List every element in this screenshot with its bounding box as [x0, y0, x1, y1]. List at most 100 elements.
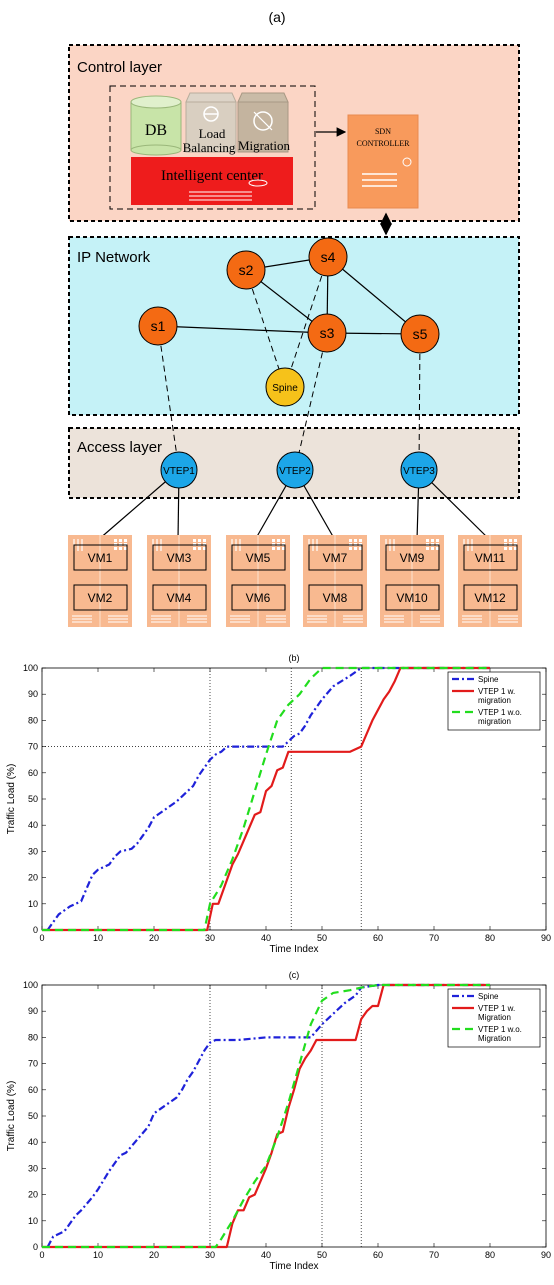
vm-label-7: VM7 [323, 551, 348, 565]
vm-box-5 [231, 544, 286, 571]
chart-c-series-0 [46, 983, 490, 1248]
chart-b-y-tick-10: 100 [23, 663, 38, 673]
chart-b-legend-text-0-0: Spine [478, 675, 499, 684]
traffic-load-chart-c: (c) 0 10 20 30 40 50 60 70 80 90 0 10 20 30 40 50 60 70 80 9… [6, 970, 551, 1272]
chart-b-y-tick-9: 90 [28, 689, 38, 699]
vm-label-12: VM12 [474, 591, 506, 605]
switch-s2: s2 [226, 250, 266, 290]
vm-box-9 [385, 544, 440, 571]
vm-label-8: VM8 [323, 591, 348, 605]
switch-s4-label: s4 [321, 249, 336, 265]
switch-s3: s3 [307, 313, 347, 353]
chart-c-x-tick-5: 50 [317, 1250, 327, 1260]
chart-c-y-label: Traffic Load (%) [6, 1081, 17, 1152]
chart-b-legend-text-1-0: VTEP 1 w. [478, 687, 515, 696]
chart-b-y-tick-1: 10 [28, 899, 38, 909]
chart-c-legend-text-2-0: VTEP 1 w.o. [478, 1025, 522, 1034]
vm-box-8 [308, 584, 363, 611]
chart-c-legend-text-1-1: Migration [478, 1013, 511, 1022]
intelligent-center-icon: Intelligent center [131, 157, 293, 205]
chart-c-x-label: Time Index [269, 1261, 318, 1272]
chart-c-y-tick-6: 60 [28, 1085, 38, 1095]
vtep-3: VTEP3 [400, 451, 438, 489]
server-4: VM7 VM8 [303, 535, 367, 627]
network-architecture-diagram: (a) Control layer DB Load Balancing [68, 9, 522, 627]
chart-b-y-tick-2: 20 [28, 873, 38, 883]
load-balancing-label-2: Balancing [183, 140, 236, 155]
vm-label-6: VM6 [246, 591, 271, 605]
chart-b-title: (b) [289, 653, 300, 663]
spine-node-label: Spine [272, 383, 298, 394]
chart-c-y-tick-8: 80 [28, 1032, 38, 1042]
vm-box-6 [231, 584, 286, 611]
switch-s5-label: s5 [413, 326, 428, 342]
vtep-3-label: VTEP3 [403, 466, 435, 477]
chart-b-legend-text-1-1: migration [478, 696, 511, 705]
load-balancing-label-1: Load [199, 126, 226, 141]
db-icon: DB [130, 95, 182, 156]
vm-box-1 [73, 544, 128, 571]
vm-label-9: VM9 [400, 551, 425, 565]
chart-c-y-tick-9: 90 [28, 1006, 38, 1016]
chart-b-x-label: Time Index [269, 944, 318, 955]
server-6: VM11 VM12 [458, 535, 522, 627]
intelligent-center-label: Intelligent center [161, 168, 263, 184]
control-layer: Control layer DB Load Balancing Migratio… [68, 44, 520, 222]
chart-b-y-tick-5: 50 [28, 794, 38, 804]
chart-b-y-tick-6: 60 [28, 768, 38, 778]
chart-c-title: (c) [289, 970, 300, 980]
vm-label-2: VM2 [88, 591, 113, 605]
chart-b-x-tick-4: 40 [261, 933, 271, 943]
chart-b-series-1 [42, 666, 490, 932]
vm-box-12 [463, 584, 518, 611]
vm-label-10: VM10 [396, 591, 428, 605]
chart-c-x-tick-1: 10 [93, 1250, 103, 1260]
switch-s1: s1 [138, 306, 178, 346]
chart-b-x-tick-3: 30 [205, 933, 215, 943]
vtep-1: VTEP1 [160, 451, 198, 489]
vm-label-4: VM4 [167, 591, 192, 605]
chart-b-x-tick-7: 70 [429, 933, 439, 943]
chart-b-y-tick-8: 80 [28, 715, 38, 725]
chart-b-x-tick-9: 90 [541, 933, 551, 943]
chart-b-y-tick-3: 30 [28, 846, 38, 856]
chart-c-x-tick-8: 80 [485, 1250, 495, 1260]
network-dashed-links [157, 256, 421, 471]
chart-c-x-tick-4: 40 [261, 1250, 271, 1260]
chart-b-x-tick-6: 60 [373, 933, 383, 943]
chart-b-series-0 [46, 666, 490, 931]
chart-b-legend [447, 671, 541, 731]
chart-c-x-tick-2: 20 [149, 1250, 159, 1260]
chart-c-y-tick-0: 0 [33, 1242, 38, 1252]
vtep-2-label: VTEP2 [279, 466, 311, 477]
switch-s4: s4 [308, 237, 348, 277]
chart-b-x-tick-2: 20 [149, 933, 159, 943]
vm-label-5: VM5 [246, 551, 271, 565]
chart-c-x-tick-9: 90 [541, 1250, 551, 1260]
chart-c-y-tick-2: 20 [28, 1190, 38, 1200]
switch-s1-label: s1 [151, 318, 166, 334]
vm-box-10 [385, 584, 440, 611]
switch-s3-label: s3 [320, 325, 335, 341]
migration-icon: Migration [237, 92, 290, 153]
chart-c-y-tick-5: 50 [28, 1111, 38, 1121]
spine-node: Spine [265, 367, 305, 407]
chart-c-x-tick-6: 60 [373, 1250, 383, 1260]
intelligent-group-box [109, 85, 316, 210]
chart-b-y-label: Traffic Load (%) [6, 764, 17, 835]
chart-c-y-tick-1: 10 [28, 1216, 38, 1226]
chart-c-y-tick-4: 40 [28, 1137, 38, 1147]
chart-b-x-tick-8: 80 [485, 933, 495, 943]
db-label: DB [145, 122, 167, 139]
vtep-2: VTEP2 [276, 451, 314, 489]
chart-c-legend-text-2-1: Migration [478, 1034, 511, 1043]
chart-b-x-tick-1: 10 [93, 933, 103, 943]
chart-c-legend-text-0-0: Spine [478, 992, 499, 1001]
chart-b-legend-text-2-1: migration [478, 717, 511, 726]
chart-b-x-tick-5: 50 [317, 933, 327, 943]
chart-b-series-2 [42, 666, 490, 932]
chart-c-x-tick-7: 70 [429, 1250, 439, 1260]
chart-c-y-tick-10: 100 [23, 980, 38, 990]
chart-b-y-tick-0: 0 [33, 925, 38, 935]
vm-box-3 [152, 544, 207, 571]
